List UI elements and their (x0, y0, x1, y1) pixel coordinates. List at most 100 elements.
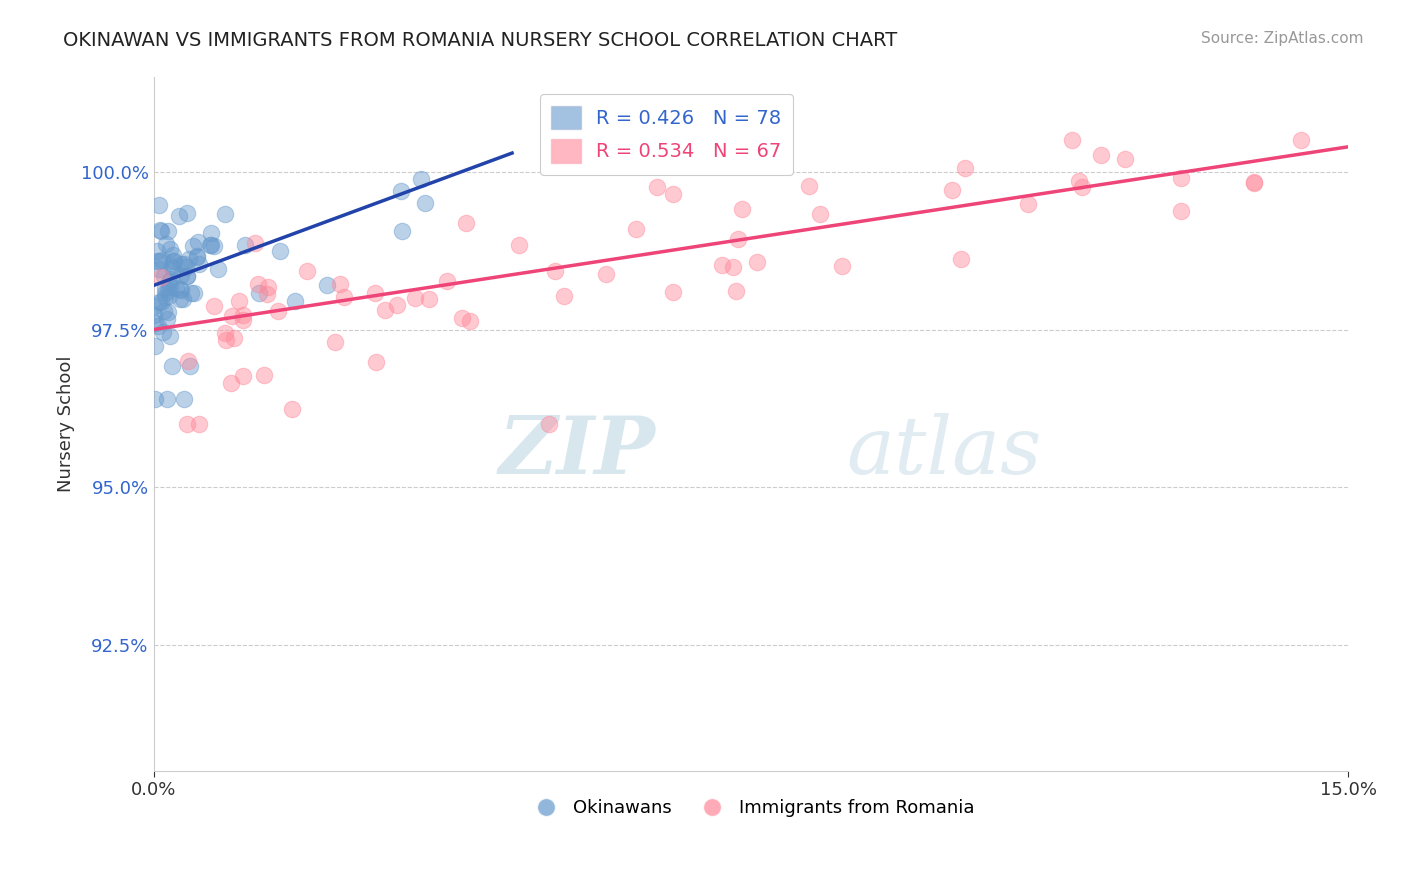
Point (156, 312, 179, 326)
Point (143, 339, 166, 353)
Point (247, 285, 270, 300)
Point (256, 286, 278, 301)
Text: atlas: atlas (846, 413, 1042, 491)
Point (200, 238, 222, 252)
Point (157, 289, 180, 303)
Point (284, 293, 307, 308)
Point (183, 285, 205, 300)
Point (724, 284, 747, 298)
Point (543, 263, 565, 277)
Point (389, 184, 412, 198)
Point (538, 417, 561, 431)
Point (180, 285, 202, 300)
Text: OKINAWAN VS IMMIGRANTS FROM ROMANIA NURSERY SCHOOL CORRELATION CHART: OKINAWAN VS IMMIGRANTS FROM ROMANIA NURS… (63, 31, 897, 50)
Point (200, 238, 222, 252)
Point (143, 299, 166, 313)
Point (156, 305, 179, 319)
Point (162, 261, 184, 276)
Point (148, 254, 170, 268)
Point (1069, 174, 1091, 188)
Point (188, 417, 211, 431)
Point (391, 224, 413, 238)
Point (1090, 148, 1112, 162)
Point (1070, 180, 1092, 194)
Point (454, 216, 477, 230)
Point (186, 249, 208, 263)
Text: ZIP: ZIP (499, 413, 655, 491)
Point (156, 392, 179, 406)
Point (177, 354, 200, 368)
Point (269, 244, 291, 259)
Point (186, 250, 208, 264)
Point (153, 281, 176, 295)
Point (662, 187, 685, 202)
Point (323, 334, 346, 349)
Point (149, 223, 172, 237)
Point (404, 291, 426, 305)
Point (200, 226, 222, 240)
Point (187, 257, 209, 271)
Point (169, 282, 191, 296)
Point (163, 254, 186, 268)
Point (174, 260, 197, 274)
Point (181, 238, 204, 252)
Point (207, 261, 229, 276)
Point (156, 224, 179, 238)
Point (257, 280, 280, 294)
Point (415, 196, 437, 211)
Point (661, 285, 683, 300)
Point (148, 294, 170, 309)
Point (247, 277, 270, 292)
Point (169, 268, 191, 282)
Point (721, 260, 744, 274)
Point (153, 269, 176, 284)
Point (316, 277, 339, 292)
Point (727, 232, 749, 246)
Point (153, 286, 176, 301)
Point (332, 290, 354, 304)
Point (159, 329, 181, 343)
Point (167, 210, 190, 224)
Point (364, 286, 387, 301)
Point (148, 261, 170, 276)
Point (267, 304, 290, 318)
Point (797, 179, 820, 194)
Point (955, 161, 977, 176)
Point (146, 244, 169, 258)
Point (831, 259, 853, 273)
Point (411, 172, 433, 186)
Point (221, 309, 243, 323)
Point (173, 257, 195, 271)
Point (624, 222, 647, 236)
Point (153, 290, 176, 304)
Point (176, 417, 198, 431)
Point (145, 392, 167, 406)
Point (232, 312, 254, 326)
Point (1170, 171, 1192, 186)
Point (145, 316, 167, 330)
Point (179, 359, 201, 373)
Point (1170, 204, 1192, 219)
Point (160, 272, 183, 286)
Point (187, 235, 209, 249)
Point (245, 235, 267, 250)
Point (418, 292, 440, 306)
Point (149, 270, 172, 285)
Point (595, 268, 617, 282)
Point (1017, 197, 1039, 211)
Point (553, 289, 575, 303)
Point (711, 258, 734, 272)
Point (170, 257, 193, 271)
Point (219, 376, 242, 390)
Point (170, 283, 193, 297)
Point (150, 252, 173, 267)
Point (176, 268, 198, 283)
Point (159, 243, 181, 257)
Point (458, 314, 481, 328)
Point (949, 252, 972, 266)
Point (436, 274, 458, 288)
Point (214, 207, 236, 221)
Point (645, 179, 668, 194)
Point (176, 268, 198, 283)
Point (157, 283, 180, 297)
